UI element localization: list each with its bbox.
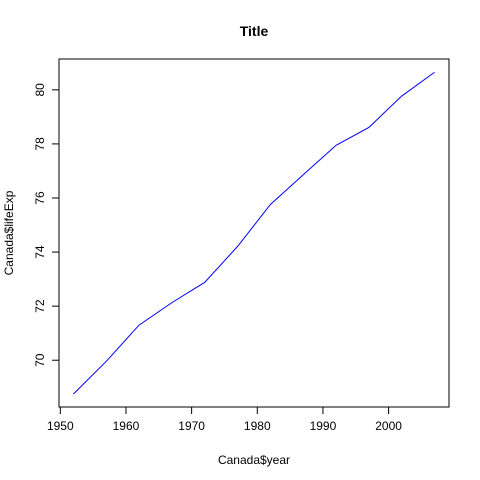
y-tick-label: 70 bbox=[33, 353, 47, 367]
x-tick-label: 1980 bbox=[244, 419, 271, 433]
x-tick-label: 1970 bbox=[178, 419, 205, 433]
x-tick-label: 1950 bbox=[47, 419, 74, 433]
series-line bbox=[73, 71, 435, 395]
x-axis-label: Canada$year bbox=[218, 453, 290, 467]
y-tick-label: 76 bbox=[33, 191, 47, 205]
y-axis: 70 72 74 76 78 80 bbox=[33, 83, 60, 367]
x-tick-label: 2000 bbox=[375, 419, 402, 433]
y-tick-label: 72 bbox=[33, 299, 47, 313]
y-tick-label: 74 bbox=[33, 245, 47, 259]
y-tick-label: 80 bbox=[33, 83, 47, 97]
y-axis-label: Canada$lifeExp bbox=[2, 190, 16, 275]
x-tick-label: 1960 bbox=[113, 419, 140, 433]
chart-title: Title bbox=[240, 23, 269, 39]
y-tick-label: 78 bbox=[33, 137, 47, 151]
x-tick-label: 1990 bbox=[310, 419, 337, 433]
series-layer bbox=[73, 71, 435, 395]
x-axis: 1950 1960 1970 1980 1990 2000 bbox=[47, 406, 402, 433]
